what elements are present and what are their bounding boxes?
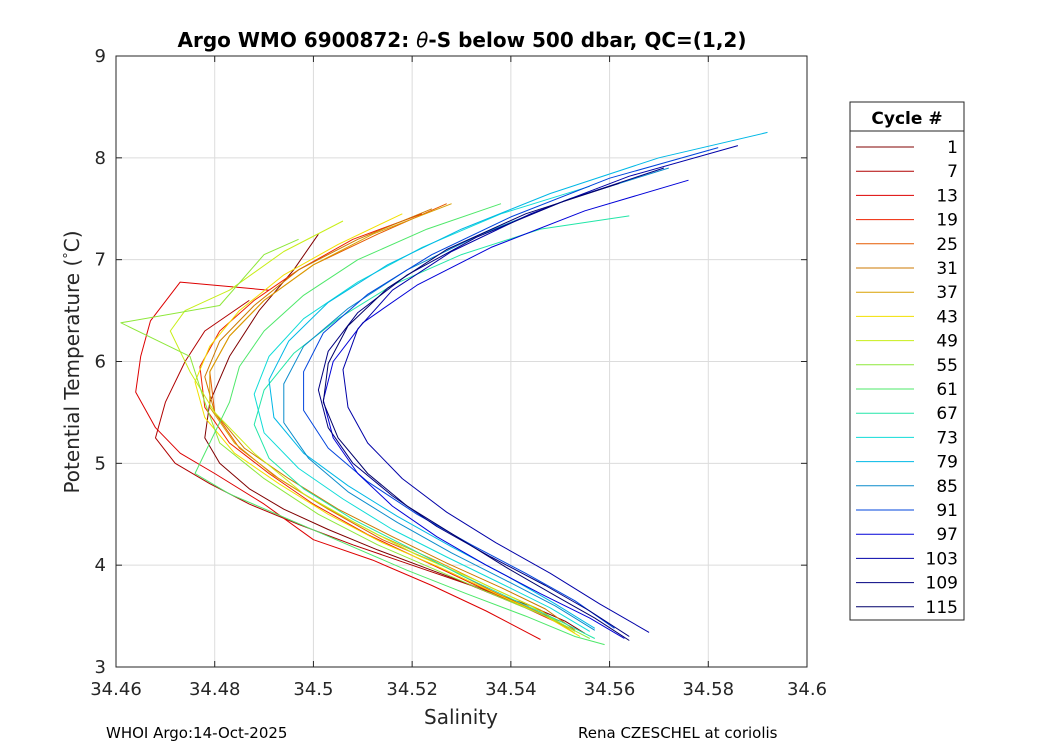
y-axis-label: Potential Temperature (°C): [60, 230, 84, 493]
series-line-cycle-85: [283, 167, 669, 631]
series-line-cycle-13: [135, 281, 541, 640]
y-tick-label: 6: [95, 352, 106, 373]
legend-label-55: 55: [936, 356, 958, 376]
legend-entries: 1 7 13 19 25 31 37 43 49 55 61 67 73 79 85 91 97 103 109 11…: [856, 138, 958, 618]
axis-ticks: 34.46 34.48 34.5 34.52 34.54 34.56 34.58 34.6 3 4…: [90, 46, 827, 700]
legend-label-43: 43: [936, 307, 958, 327]
legend-title: Cycle #: [871, 109, 942, 129]
legend-box: [849, 101, 965, 621]
legend-label-31: 31: [936, 259, 958, 279]
legend-label-85: 85: [936, 477, 958, 497]
series-line-cycle-115: [322, 182, 630, 641]
x-axis-label: Salinity: [424, 705, 498, 729]
legend-label-19: 19: [936, 211, 958, 231]
series-line-cycle-67: [253, 215, 630, 639]
series-line-cycle-19: [199, 213, 566, 627]
legend-label-73: 73: [936, 428, 958, 448]
series-line-cycle-49: [169, 220, 576, 632]
y-tick-label: 3: [95, 657, 106, 678]
series-line-cycle-103: [342, 145, 739, 633]
series-line-cycle-97: [322, 179, 689, 639]
x-tick-label: 34.56: [584, 679, 636, 700]
footer-date: WHOI Argo:14-Oct-2025: [106, 724, 288, 742]
series-line-cycle-31: [204, 208, 576, 631]
y-tick-label: 5: [95, 453, 106, 474]
legend-label-79: 79: [936, 453, 958, 473]
x-tick-label: 34.6: [787, 679, 827, 700]
x-tick-label: 34.52: [386, 679, 438, 700]
series-lines: [120, 131, 768, 646]
series-line-cycle-55: [120, 238, 591, 639]
legend-label-115: 115: [926, 598, 958, 618]
y-tick-label: 8: [95, 148, 106, 169]
legend-label-91: 91: [936, 501, 958, 521]
legend-label-109: 109: [926, 574, 958, 594]
x-tick-label: 34.58: [683, 679, 735, 700]
x-tick-label: 34.48: [189, 679, 241, 700]
legend-label-37: 37: [936, 283, 958, 303]
grid-lines: [116, 56, 807, 667]
legend-label-13: 13: [936, 186, 958, 206]
legend-label-67: 67: [936, 404, 958, 424]
x-tick-label: 34.5: [293, 679, 333, 700]
y-tick-label: 9: [95, 46, 106, 67]
legend-label-7: 7: [947, 162, 958, 182]
chart-title: Argo WMO 6900872: θ-S below 500 dbar, QC…: [178, 28, 747, 52]
series-line-cycle-43: [194, 213, 581, 637]
x-tick-label: 34.54: [485, 679, 537, 700]
series-line-cycle-61: [194, 203, 605, 646]
footer-credit: Rena CZESCHEL at coriolis: [578, 724, 778, 742]
legend: Cycle # 1 7 13 19 25 31 37 43 49 55 61 67 73 79 85 91 97…: [849, 101, 965, 621]
legend-label-61: 61: [936, 380, 958, 400]
legend-label-97: 97: [936, 525, 958, 545]
legend-label-25: 25: [936, 235, 958, 255]
legend-label-103: 103: [926, 549, 958, 569]
series-line-cycle-91: [303, 147, 719, 629]
legend-label-1: 1: [947, 138, 958, 158]
series-line-cycle-109: [317, 167, 665, 637]
legend-label-49: 49: [936, 332, 958, 352]
y-tick-label: 4: [95, 555, 106, 576]
x-tick-label: 34.46: [90, 679, 142, 700]
y-tick-label: 7: [95, 250, 106, 271]
